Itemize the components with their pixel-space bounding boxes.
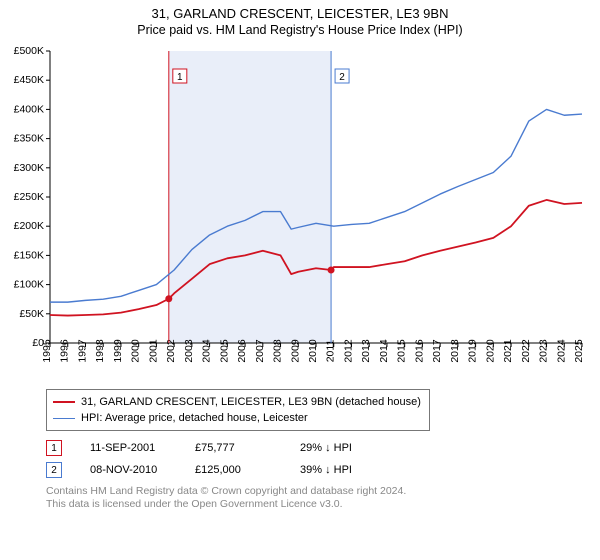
title-main: 31, GARLAND CRESCENT, LEICESTER, LE3 9BN (0, 6, 600, 21)
x-tick-label: 2008 (272, 339, 284, 363)
x-tick-label: 2015 (396, 339, 408, 363)
x-tick-label: 1997 (76, 339, 88, 363)
marker-number-box: 2 (46, 462, 62, 478)
legend-swatch (53, 401, 75, 403)
x-tick-label: 2004 (201, 339, 213, 363)
legend-item: 31, GARLAND CRESCENT, LEICESTER, LE3 9BN… (53, 394, 421, 410)
x-tick-label: 2007 (254, 339, 266, 363)
x-tick-label: 2000 (130, 339, 142, 363)
y-tick-label: £500K (14, 45, 44, 57)
y-tick-label: £150K (14, 249, 44, 261)
x-tick-label: 2024 (555, 339, 567, 363)
legend-swatch (53, 418, 75, 419)
marker-guide-label: 2 (339, 72, 345, 83)
x-tick-label: 2012 (342, 339, 354, 363)
marker-price: £75,777 (195, 442, 300, 454)
x-tick-label: 2016 (413, 339, 425, 363)
marker-price: £125,000 (195, 464, 300, 476)
marker-number-box: 1 (46, 440, 62, 456)
legend-item: HPI: Average price, detached house, Leic… (53, 410, 421, 426)
x-tick-label: 2001 (147, 339, 159, 363)
y-tick-label: £400K (14, 103, 44, 115)
y-tick-label: £200K (14, 220, 44, 232)
x-tick-label: 2010 (307, 339, 319, 363)
marker-guide-label: 1 (177, 72, 183, 83)
x-tick-label: 2025 (573, 339, 585, 363)
x-tick-label: 2018 (449, 339, 461, 363)
marker-date: 11-SEP-2001 (90, 442, 195, 454)
marker-delta: 29% ↓ HPI (300, 442, 405, 454)
x-tick-label: 2022 (520, 339, 532, 363)
x-tick-label: 2023 (538, 339, 550, 363)
attribution-line2: This data is licensed under the Open Gov… (46, 498, 576, 511)
marker-row: 1 11-SEP-2001£75,77729% ↓ HPI (46, 437, 600, 459)
marker-date: 08-NOV-2010 (90, 464, 195, 476)
x-tick-label: 2019 (467, 339, 479, 363)
x-tick-label: 1996 (59, 339, 71, 363)
titles: 31, GARLAND CRESCENT, LEICESTER, LE3 9BN… (0, 0, 600, 37)
x-tick-label: 2002 (165, 339, 177, 363)
y-tick-label: £100K (14, 279, 44, 291)
markers-table: 1 11-SEP-2001£75,77729% ↓ HPI 2 08-NOV-2010… (46, 437, 600, 481)
legend: 31, GARLAND CRESCENT, LEICESTER, LE3 9BN… (46, 389, 430, 431)
x-tick-label: 2005 (218, 339, 230, 363)
x-tick-label: 2006 (236, 339, 248, 363)
x-tick-label: 2013 (360, 339, 372, 363)
marker-delta: 39% ↓ HPI (300, 464, 405, 476)
y-tick-label: £350K (14, 133, 44, 145)
y-tick-label: £300K (14, 162, 44, 174)
x-tick-label: 2021 (502, 339, 514, 363)
chart: £0£50K£100K£150K£200K£250K£300K£350K£400… (8, 43, 590, 383)
sale-point (165, 295, 172, 302)
shaded-band (169, 51, 331, 343)
marker-row: 2 08-NOV-2010£125,00039% ↓ HPI (46, 459, 600, 481)
sale-point (328, 267, 335, 274)
legend-label: 31, GARLAND CRESCENT, LEICESTER, LE3 9BN… (81, 396, 421, 408)
x-tick-label: 2009 (289, 339, 301, 363)
x-tick-label: 1999 (112, 339, 124, 363)
y-tick-label: £50K (19, 308, 44, 320)
chart-container: 31, GARLAND CRESCENT, LEICESTER, LE3 9BN… (0, 0, 600, 511)
y-tick-label: £250K (14, 191, 44, 203)
x-tick-label: 1998 (94, 339, 106, 363)
title-sub: Price paid vs. HM Land Registry's House … (0, 23, 600, 37)
y-tick-label: £450K (14, 74, 44, 86)
x-tick-label: 2003 (183, 339, 195, 363)
chart-svg: £0£50K£100K£150K£200K£250K£300K£350K£400… (8, 43, 590, 383)
x-tick-label: 2014 (378, 339, 390, 363)
attribution: Contains HM Land Registry data © Crown c… (46, 485, 576, 511)
x-tick-label: 2017 (431, 339, 443, 363)
attribution-line1: Contains HM Land Registry data © Crown c… (46, 485, 576, 498)
x-tick-label: 2020 (484, 339, 496, 363)
x-tick-label: 1995 (41, 339, 53, 363)
legend-label: HPI: Average price, detached house, Leic… (81, 412, 308, 424)
